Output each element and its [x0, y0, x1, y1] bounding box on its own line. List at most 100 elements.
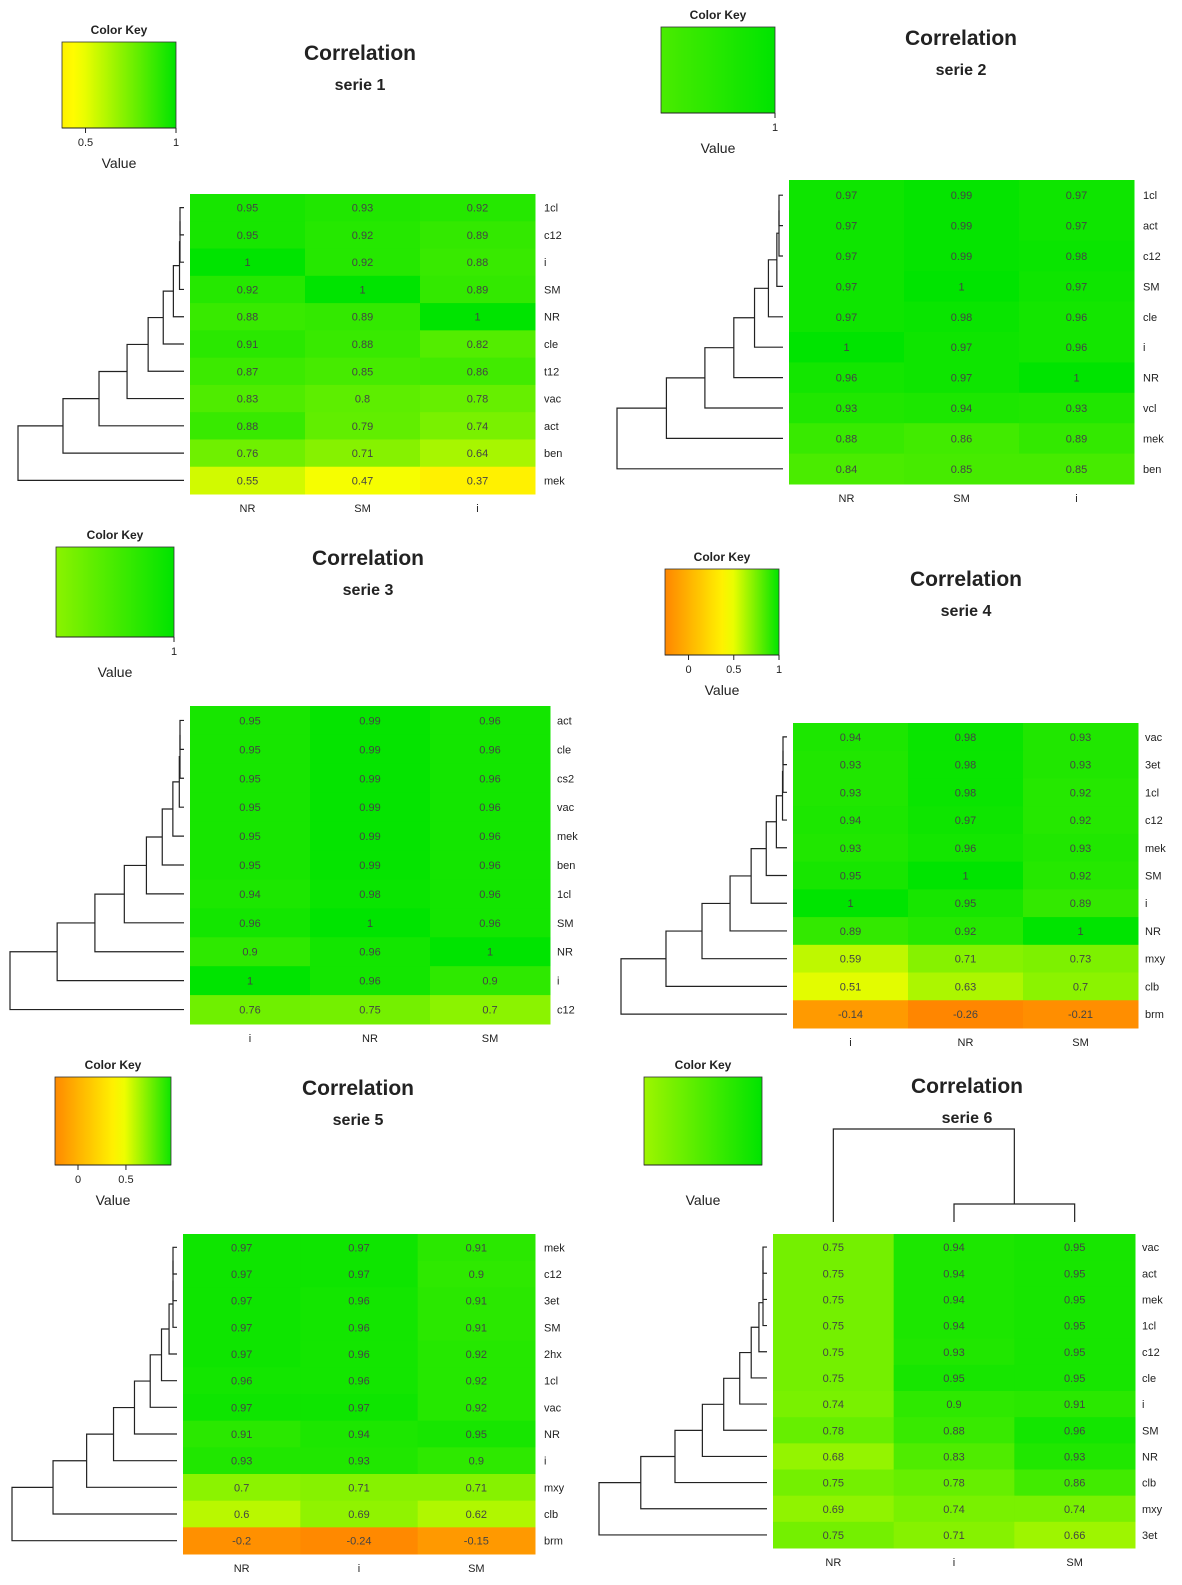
- row-label: SM: [1145, 871, 1162, 883]
- heatmap-cell: [183, 1234, 301, 1262]
- heatmap-cell: [190, 908, 311, 938]
- row-label: 3et: [1142, 1530, 1157, 1542]
- heatmap-cell: [420, 248, 536, 277]
- row-label: i: [1142, 1399, 1144, 1411]
- heatmap-cell: [420, 384, 536, 413]
- dendrogram-branch: [767, 259, 783, 318]
- cell-value-label: 0.93: [231, 1456, 252, 1468]
- heatmap-cell: [1023, 917, 1139, 946]
- cell-value-label: 0.96: [479, 802, 500, 814]
- cell-value-label: 0.71: [352, 448, 373, 460]
- heatmap-cell: [908, 1000, 1024, 1029]
- row-label: c12: [1145, 815, 1163, 827]
- heatmap-cell: [190, 384, 306, 413]
- row-label: vcl: [1143, 403, 1156, 415]
- heatmap-cell: [893, 1521, 1015, 1549]
- color-key-tick-label: 1: [171, 646, 177, 658]
- cell-value-label: 0.75: [823, 1347, 844, 1359]
- cell-value-label: 1: [487, 947, 493, 959]
- color-key-gradient: [54, 1076, 172, 1166]
- heatmap-cell: [908, 944, 1024, 974]
- heatmap-cell: [417, 1287, 536, 1315]
- heatmap-cell: [1014, 1443, 1136, 1470]
- cell-value-label: 0.93: [840, 843, 861, 855]
- color-key-gradient: [660, 26, 776, 114]
- row-label: SM: [544, 284, 561, 296]
- column-label: i: [1075, 493, 1077, 505]
- heatmap-cell: [190, 879, 311, 909]
- dendrogram-branch: [17, 425, 184, 481]
- heatmap-cell: [773, 1364, 895, 1392]
- heatmap-cell: [417, 1420, 536, 1448]
- heatmap-cell: [773, 1391, 895, 1418]
- cell-value-label: 0.95: [239, 773, 260, 785]
- heatmap-cell: [893, 1286, 1015, 1313]
- heatmap-cell: [183, 1527, 301, 1555]
- chart-title: Correlation: [304, 42, 416, 65]
- dendrogram-branch: [179, 207, 184, 236]
- cell-value-label: 0.6: [234, 1509, 249, 1521]
- heatmap-cell: [190, 194, 306, 222]
- column-label: i: [953, 1557, 955, 1569]
- heatmap-cell: [420, 439, 536, 468]
- heatmap-cell: [789, 271, 905, 303]
- column-label: i: [358, 1563, 360, 1575]
- heatmap-cell: [310, 763, 431, 794]
- cell-value-label: 0.79: [352, 421, 373, 433]
- cell-value-label: 0.96: [359, 976, 380, 988]
- row-label: mek: [544, 1242, 565, 1254]
- heatmap-cell: [773, 1234, 895, 1261]
- chart-subtitle: serie 1: [335, 77, 386, 94]
- heatmap-cell: [190, 995, 311, 1025]
- cell-value-label: 0.97: [348, 1402, 369, 1414]
- cell-value-label: 0.95: [1064, 1347, 1085, 1359]
- cell-value-label: 0.95: [239, 715, 260, 727]
- heatmap-panel-serie-1: Color Key 0.5 1 Value Correlation serie 1 0.95…: [0, 0, 591, 520]
- cell-value-label: 0.93: [1064, 1451, 1085, 1463]
- row-label: SM: [544, 1322, 561, 1334]
- cell-value-label: 0.92: [1070, 871, 1091, 883]
- cell-value-label: 0.95: [237, 230, 258, 242]
- color-key-value-label: Value: [705, 682, 740, 698]
- dendrogram-branch: [775, 795, 787, 849]
- cell-value-label: 0.97: [951, 342, 972, 354]
- color-key-tick-label: 0: [75, 1174, 81, 1186]
- heatmap-cell: [190, 763, 311, 794]
- heatmap-cell: [417, 1340, 536, 1368]
- cell-value-label: 0.96: [955, 843, 976, 855]
- cell-value-label: 0.9: [469, 1456, 484, 1468]
- heatmap-cell: [417, 1260, 536, 1288]
- cell-value-label: 0.97: [951, 373, 972, 385]
- row-label: c12: [1143, 251, 1161, 263]
- heatmap-cell: [1014, 1312, 1136, 1340]
- chart-subtitle: serie 5: [333, 1112, 384, 1129]
- cell-value-label: 0.99: [359, 715, 380, 727]
- heatmap-cell: [430, 995, 551, 1025]
- cell-value-label: 0.99: [951, 221, 972, 233]
- row-label: NR: [1143, 373, 1159, 385]
- cell-value-label: 0.92: [466, 1349, 487, 1361]
- row-label: 1cl: [557, 889, 571, 901]
- cell-value-label: 0.78: [823, 1425, 844, 1437]
- color-key-value-label: Value: [102, 155, 137, 171]
- dendrogram-branch: [598, 1482, 767, 1536]
- heatmap-cell: [300, 1500, 419, 1528]
- heatmap-cell: [190, 412, 306, 440]
- heatmap-cell: [1019, 210, 1135, 242]
- cell-value-label: 0.89: [467, 230, 488, 242]
- cell-value-label: 0.96: [348, 1349, 369, 1361]
- cell-value-label: 0.97: [348, 1242, 369, 1254]
- heatmap-cell: [793, 917, 909, 946]
- cell-value-label: 0.95: [239, 860, 260, 872]
- cell-value-label: 0.75: [823, 1321, 844, 1333]
- heatmap-cell: [773, 1338, 895, 1366]
- heatmap-cell: [183, 1367, 301, 1395]
- heatmap-cell: [305, 439, 421, 468]
- cell-value-label: 0.97: [836, 281, 857, 293]
- heatmap-cell: [1014, 1234, 1136, 1261]
- row-label: cle: [1142, 1373, 1156, 1385]
- dendrogram-branch: [762, 1246, 767, 1274]
- cell-value-label: 0.62: [466, 1509, 487, 1521]
- cell-value-label: 0.85: [951, 464, 972, 476]
- cell-value-label: 0.89: [1070, 898, 1091, 910]
